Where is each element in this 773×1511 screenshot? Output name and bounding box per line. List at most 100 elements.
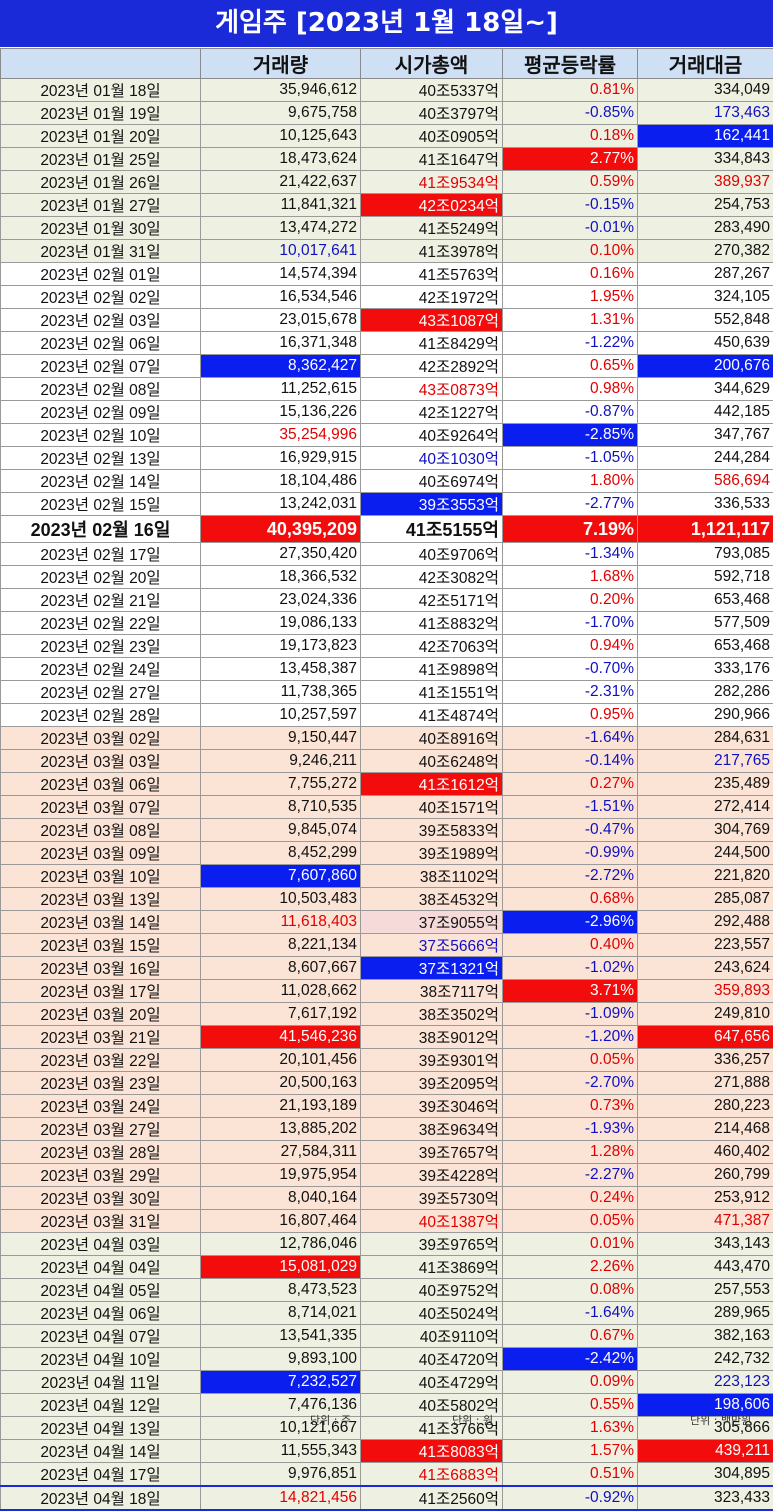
trade-amount-cell: 324,105 — [638, 286, 773, 309]
trade-amount-cell: 304,895 — [638, 1463, 773, 1487]
volume-cell: 8,040,164 — [201, 1187, 361, 1210]
volume-cell: 11,028,662 — [201, 980, 361, 1003]
trade-amount-cell: 359,893 — [638, 980, 773, 1003]
trade-amount-cell: 460,402 — [638, 1141, 773, 1164]
trade-amount-cell: 292,488 — [638, 911, 773, 934]
avg-change-cell: 0.20% — [503, 589, 638, 612]
volume-cell: 16,534,546 — [201, 286, 361, 309]
volume-cell: 13,474,272 — [201, 217, 361, 240]
avg-change-cell: 0.81% — [503, 79, 638, 102]
trade-amount-cell: 334,843 — [638, 148, 773, 171]
avg-change-cell: 1.95% — [503, 286, 638, 309]
avg-change-cell: -2.85% — [503, 424, 638, 447]
trade-amount-cell: 260,799 — [638, 1164, 773, 1187]
trade-amount-cell: 244,500 — [638, 842, 773, 865]
trade-amount-cell: 439,211 — [638, 1440, 773, 1463]
avg-change-cell: 0.10% — [503, 240, 638, 263]
trade-amount-cell: 217,765 — [638, 750, 773, 773]
date-cell: 2023년 01월 30일 — [1, 217, 201, 240]
trade-amount-cell: 221,820 — [638, 865, 773, 888]
trade-amount-cell: 200,676 — [638, 355, 773, 378]
avg-change-cell: 0.05% — [503, 1049, 638, 1072]
avg-change-cell: 0.24% — [503, 1187, 638, 1210]
market-cap-cell: 42조7063억 — [361, 635, 503, 658]
volume-cell: 19,173,823 — [201, 635, 361, 658]
trade-amount-cell: 223,557 — [638, 934, 773, 957]
volume-cell: 8,362,427 — [201, 355, 361, 378]
avg-change-cell: 0.05% — [503, 1210, 638, 1233]
market-cap-cell: 37조9055억 — [361, 911, 503, 934]
trade-amount-cell: 254,753 — [638, 194, 773, 217]
date-cell: 2023년 02월 27일 — [1, 681, 201, 704]
volume-cell: 10,503,483 — [201, 888, 361, 911]
avg-change-cell: -2.70% — [503, 1072, 638, 1095]
market-cap-cell: 41조8083억 — [361, 1440, 503, 1463]
avg-change-cell: 2.26% — [503, 1256, 638, 1279]
volume-cell: 35,946,612 — [201, 79, 361, 102]
date-cell: 2023년 02월 20일 — [1, 566, 201, 589]
date-cell: 2023년 01월 31일 — [1, 240, 201, 263]
trade-amount-cell: 214,468 — [638, 1118, 773, 1141]
volume-cell: 7,617,192 — [201, 1003, 361, 1026]
avg-change-cell: 0.51% — [503, 1463, 638, 1487]
market-cap-cell: 40조6974억 — [361, 470, 503, 493]
market-cap-cell: 40조1387억 — [361, 1210, 503, 1233]
market-cap-cell: 40조9752억 — [361, 1279, 503, 1302]
volume-cell: 8,710,535 — [201, 796, 361, 819]
avg-change-cell: -1.05% — [503, 447, 638, 470]
avg-change-cell: -1.51% — [503, 796, 638, 819]
date-cell: 2023년 04월 06일 — [1, 1302, 201, 1325]
volume-cell: 21,193,189 — [201, 1095, 361, 1118]
avg-change-cell: 0.98% — [503, 378, 638, 401]
trade-amount-cell: 249,810 — [638, 1003, 773, 1026]
trade-amount-cell: 653,468 — [638, 589, 773, 612]
avg-change-cell: -2.42% — [503, 1348, 638, 1371]
trade-amount-cell: 162,441 — [638, 125, 773, 148]
avg-change-cell: 1.57% — [503, 1440, 638, 1463]
trade-amount-cell: 471,387 — [638, 1210, 773, 1233]
market-cap-cell: 42조3082억 — [361, 566, 503, 589]
market-cap-cell: 37조5666억 — [361, 934, 503, 957]
trade-amount-cell: 280,223 — [638, 1095, 773, 1118]
header-avg-change: 평균등락률 — [503, 49, 638, 79]
market-cap-cell: 41조8429억 — [361, 332, 503, 355]
market-cap-cell: 41조6883억 — [361, 1463, 503, 1487]
market-cap-cell: 40조0905억 — [361, 125, 503, 148]
trade-amount-cell: 450,639 — [638, 332, 773, 355]
date-cell: 2023년 01월 27일 — [1, 194, 201, 217]
market-cap-cell: 42조0234억 — [361, 194, 503, 217]
trade-amount-cell: 282,286 — [638, 681, 773, 704]
trade-amount-cell: 304,769 — [638, 819, 773, 842]
trade-amount-cell: 287,267 — [638, 263, 773, 286]
market-cap-cell: 38조3502억 — [361, 1003, 503, 1026]
date-cell: 2023년 02월 23일 — [1, 635, 201, 658]
date-cell: 2023년 04월 18일 — [1, 1486, 201, 1510]
avg-change-cell: -0.87% — [503, 401, 638, 424]
trade-amount-cell: 257,553 — [638, 1279, 773, 1302]
avg-change-cell: -0.14% — [503, 750, 638, 773]
volume-cell: 35,254,996 — [201, 424, 361, 447]
avg-change-cell: -0.99% — [503, 842, 638, 865]
market-cap-cell: 40조4729억 — [361, 1371, 503, 1394]
date-cell: 2023년 03월 27일 — [1, 1118, 201, 1141]
date-cell: 2023년 02월 09일 — [1, 401, 201, 424]
date-cell: 2023년 02월 28일 — [1, 704, 201, 727]
market-cap-cell: 40조4720억 — [361, 1348, 503, 1371]
